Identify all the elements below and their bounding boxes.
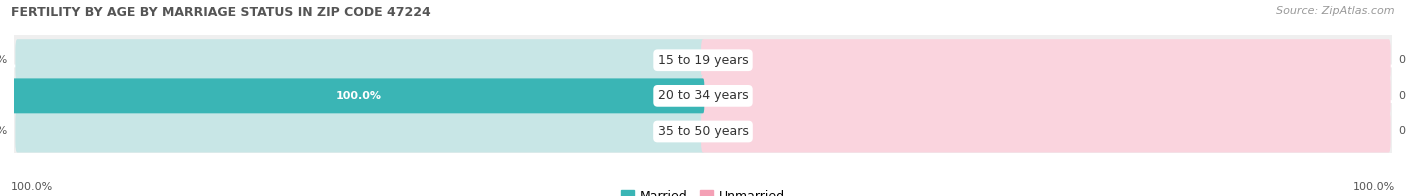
FancyBboxPatch shape: [11, 30, 1395, 90]
Text: FERTILITY BY AGE BY MARRIAGE STATUS IN ZIP CODE 47224: FERTILITY BY AGE BY MARRIAGE STATUS IN Z…: [11, 6, 432, 19]
Text: 0.0%: 0.0%: [1399, 91, 1406, 101]
Text: 0.0%: 0.0%: [1399, 126, 1406, 136]
Text: 100.0%: 100.0%: [336, 91, 381, 101]
FancyBboxPatch shape: [11, 66, 1395, 126]
Text: 20 to 34 years: 20 to 34 years: [658, 89, 748, 102]
FancyBboxPatch shape: [15, 39, 704, 81]
Text: 35 to 50 years: 35 to 50 years: [658, 125, 748, 138]
Text: 0.0%: 0.0%: [0, 126, 7, 136]
Text: Source: ZipAtlas.com: Source: ZipAtlas.com: [1277, 6, 1395, 16]
FancyBboxPatch shape: [13, 78, 704, 113]
FancyBboxPatch shape: [11, 102, 1395, 162]
Legend: Married, Unmarried: Married, Unmarried: [616, 185, 790, 196]
Text: 15 to 19 years: 15 to 19 years: [658, 54, 748, 67]
Text: 0.0%: 0.0%: [1399, 55, 1406, 65]
FancyBboxPatch shape: [702, 39, 1391, 81]
Text: 0.0%: 0.0%: [0, 55, 7, 65]
FancyBboxPatch shape: [15, 75, 704, 117]
Text: 100.0%: 100.0%: [11, 182, 53, 192]
FancyBboxPatch shape: [702, 111, 1391, 152]
Text: 100.0%: 100.0%: [1353, 182, 1395, 192]
FancyBboxPatch shape: [15, 111, 704, 152]
FancyBboxPatch shape: [702, 75, 1391, 117]
